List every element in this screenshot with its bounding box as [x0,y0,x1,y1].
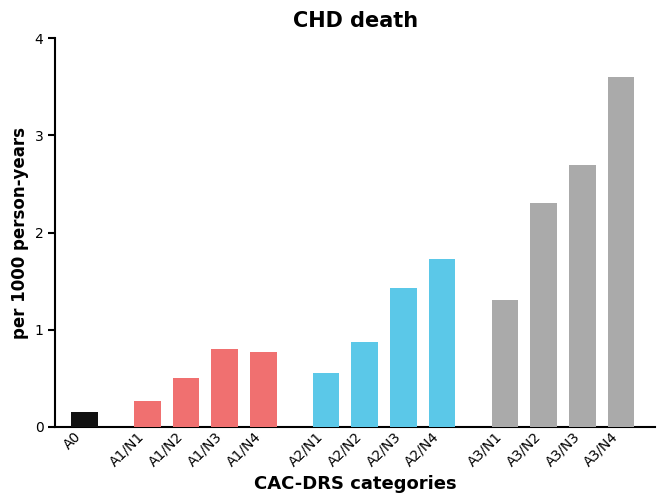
Bar [172,378,199,427]
Bar [390,288,417,427]
Bar [134,401,161,427]
Bar [492,300,518,427]
Bar [250,352,276,427]
Y-axis label: per 1000 person-years: per 1000 person-years [11,127,29,339]
Bar [530,203,557,427]
Bar [429,259,456,427]
Bar [352,342,378,427]
Bar [211,349,238,427]
X-axis label: CAC-DRS categories: CAC-DRS categories [254,475,456,493]
Bar [608,77,634,427]
Title: CHD death: CHD death [292,11,418,31]
Bar [313,373,340,427]
Bar [71,412,98,427]
Bar [569,164,595,427]
